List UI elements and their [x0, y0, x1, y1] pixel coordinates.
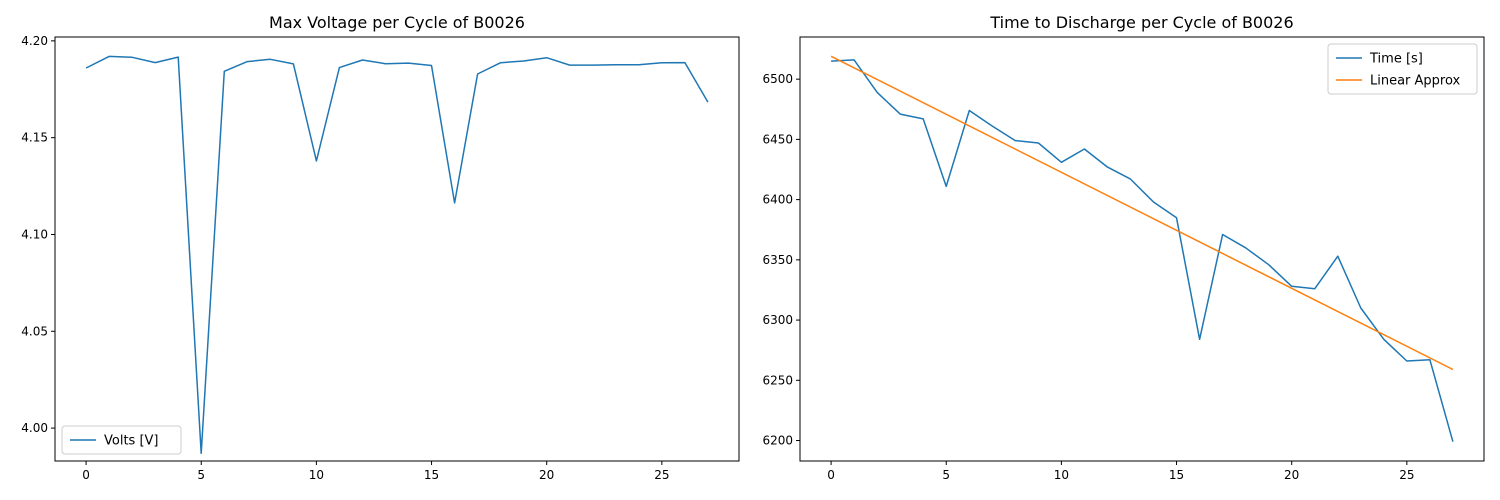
y-tick-label: 6300: [762, 313, 793, 327]
y-tick-label: 4.15: [21, 131, 48, 145]
legend: Time [s] Linear Approx: [1327, 43, 1478, 95]
x-tick-label: 10: [309, 468, 324, 482]
x-tick-label: 15: [1169, 468, 1184, 482]
plot-marks: [830, 55, 1454, 442]
x-tick-label: 20: [1284, 468, 1299, 482]
x-tick-label: 20: [539, 468, 554, 482]
y-tick-label: 6350: [762, 253, 793, 267]
legend-frame: [61, 425, 182, 455]
series-line-time-s: [831, 59, 1454, 442]
x-tick-label: 0: [82, 468, 90, 482]
legend-frame: [1327, 43, 1478, 95]
chart-title: Time to Discharge per Cycle of B0026: [989, 13, 1293, 32]
x-axis-ticks: 0 5 10 15 20 25: [82, 461, 669, 482]
chart-time-to-discharge: Time to Discharge per Cycle of B0026 0 5 1…: [762, 13, 1485, 482]
x-tick-label: 25: [654, 468, 669, 482]
legend: Volts [V]: [61, 425, 182, 455]
legend-label: Volts [V]: [104, 434, 159, 449]
y-tick-label: 4.00: [21, 421, 48, 435]
legend-label: Time [s]: [1369, 52, 1423, 67]
y-axis-ticks: 6200 6250 6300 6350 6400 6450 6500: [762, 72, 800, 448]
plot-area-frame: [799, 36, 1485, 462]
y-tick-label: 6250: [762, 373, 793, 387]
x-axis-ticks: 0 5 10 15 20 25: [827, 461, 1414, 482]
y-tick-label: 4.05: [21, 324, 48, 338]
y-axis-ticks: 4.00 4.05 4.10 4.15 4.20: [21, 34, 55, 435]
x-tick-label: 0: [827, 468, 835, 482]
y-tick-label: 6500: [762, 72, 793, 86]
series-line-volts-v: [85, 55, 709, 455]
x-tick-label: 25: [1399, 468, 1414, 482]
series-line-linear-approx: [830, 55, 1454, 371]
y-tick-label: 4.10: [21, 227, 48, 241]
y-tick-label: 6200: [762, 434, 793, 448]
y-tick-label: 6400: [762, 193, 793, 207]
x-tick-label: 15: [424, 468, 439, 482]
plot-marks: [85, 55, 709, 455]
x-tick-label: 5: [197, 468, 205, 482]
x-tick-label: 5: [942, 468, 950, 482]
y-tick-label: 4.20: [21, 34, 48, 48]
x-tick-label: 10: [1054, 468, 1069, 482]
chart-title: Max Voltage per Cycle of B0026: [269, 13, 525, 32]
legend-label: Linear Approx: [1370, 74, 1461, 89]
y-tick-label: 6450: [762, 132, 793, 146]
chart-max-voltage: Max Voltage per Cycle of B0026 0 5 10 15 20 2…: [21, 13, 740, 482]
plot-area-frame: [54, 36, 740, 462]
